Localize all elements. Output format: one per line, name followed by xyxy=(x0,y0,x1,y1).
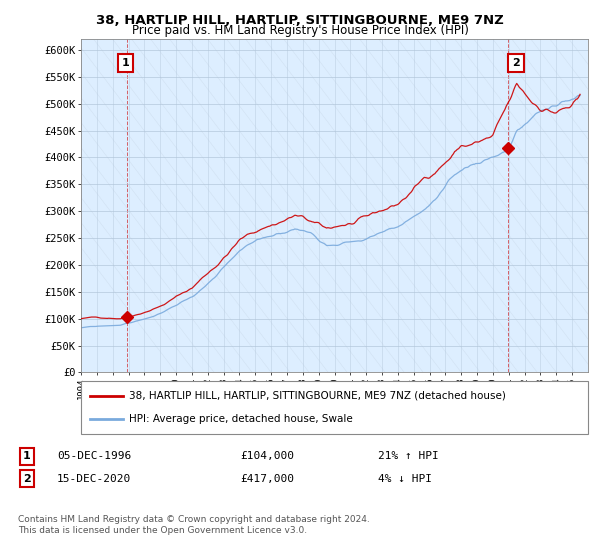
Text: 38, HARTLIP HILL, HARTLIP, SITTINGBOURNE, ME9 7NZ: 38, HARTLIP HILL, HARTLIP, SITTINGBOURNE… xyxy=(96,14,504,27)
Text: £417,000: £417,000 xyxy=(240,474,294,484)
Text: 2: 2 xyxy=(23,474,31,484)
Text: 2: 2 xyxy=(512,58,520,68)
Text: £104,000: £104,000 xyxy=(240,451,294,461)
Text: 1: 1 xyxy=(122,58,130,68)
Text: 15-DEC-2020: 15-DEC-2020 xyxy=(57,474,131,484)
Text: HPI: Average price, detached house, Swale: HPI: Average price, detached house, Swal… xyxy=(129,414,353,424)
Text: Price paid vs. HM Land Registry's House Price Index (HPI): Price paid vs. HM Land Registry's House … xyxy=(131,24,469,37)
Text: 4% ↓ HPI: 4% ↓ HPI xyxy=(378,474,432,484)
Text: Contains HM Land Registry data © Crown copyright and database right 2024.: Contains HM Land Registry data © Crown c… xyxy=(18,515,370,524)
Text: 05-DEC-1996: 05-DEC-1996 xyxy=(57,451,131,461)
Text: 38, HARTLIP HILL, HARTLIP, SITTINGBOURNE, ME9 7NZ (detached house): 38, HARTLIP HILL, HARTLIP, SITTINGBOURNE… xyxy=(129,391,506,401)
Text: 21% ↑ HPI: 21% ↑ HPI xyxy=(378,451,439,461)
Text: This data is licensed under the Open Government Licence v3.0.: This data is licensed under the Open Gov… xyxy=(18,526,307,535)
Text: 1: 1 xyxy=(23,451,31,461)
